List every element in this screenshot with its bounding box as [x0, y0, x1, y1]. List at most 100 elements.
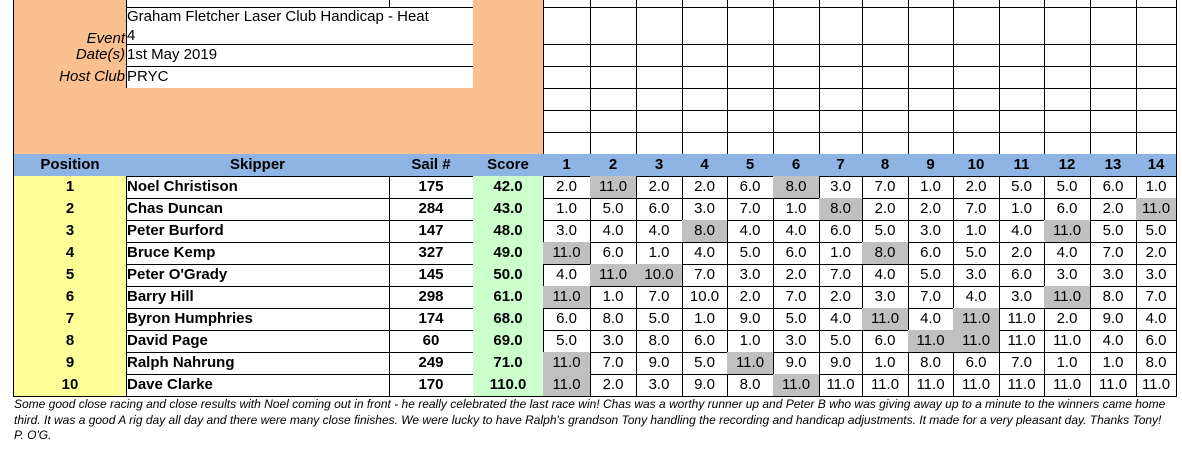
blank-sail	[389, 88, 474, 111]
blank-race	[953, 110, 1000, 133]
race-result-discarded: 11.0	[1044, 220, 1091, 243]
blank-race	[636, 132, 683, 155]
race-result: 11.0	[1044, 330, 1091, 353]
row-score: 50.0	[473, 264, 544, 287]
race-result: 9.0	[819, 352, 863, 375]
race-result: 3.0	[727, 264, 774, 287]
race-result: 5.0	[1090, 220, 1137, 243]
race-result: 7.0	[953, 198, 1000, 221]
race-result: 5.0	[908, 264, 954, 287]
event-label-text: Event	[86, 30, 125, 45]
race-result: 3.0	[1136, 264, 1177, 287]
race-result: 11.0	[953, 374, 1000, 397]
top-strip-race	[543, 0, 591, 8]
host-race-spacer	[999, 66, 1045, 89]
race-result: 5.0	[727, 242, 774, 265]
row-skipper: Dave Clarke	[126, 374, 390, 397]
blank-race	[543, 110, 591, 133]
race-result: 6.0	[999, 264, 1045, 287]
row-sail: 170	[389, 374, 474, 397]
top-strip-race	[727, 0, 774, 8]
col-header-score: Score	[473, 154, 544, 177]
blank-race	[1044, 132, 1091, 155]
host-race-spacer	[727, 66, 774, 89]
race-result-discarded: 11.0	[590, 176, 637, 199]
col-header-skipper: Skipper	[126, 154, 390, 177]
host-race-spacer	[1044, 66, 1091, 89]
race-result: 8.0	[908, 352, 954, 375]
race-result: 3.0	[1044, 264, 1091, 287]
race-result: 7.0	[773, 286, 820, 309]
race-result: 7.0	[819, 264, 863, 287]
blank-race	[1090, 132, 1137, 155]
blank-skipper	[126, 132, 390, 155]
event-race-spacer	[543, 7, 591, 45]
race-result-discarded: 11.0	[1044, 286, 1091, 309]
host-race-spacer	[543, 66, 591, 89]
race-result: 4.0	[862, 264, 909, 287]
dates-race-spacer	[1136, 44, 1177, 67]
blank-skipper	[126, 110, 390, 133]
race-result-discarded: 10.0	[636, 264, 683, 287]
blank-race	[727, 88, 774, 111]
race-result: 1.0	[908, 176, 954, 199]
race-result: 8.0	[1090, 286, 1137, 309]
dates-race-spacer	[727, 44, 774, 67]
event-race-spacer	[819, 7, 863, 45]
event-score-spacer	[473, 7, 544, 45]
race-result: 6.0	[1136, 330, 1177, 353]
blank-race	[636, 110, 683, 133]
event-value: Graham Fletcher Laser Club Handicap - He…	[126, 7, 474, 45]
race-result: 9.0	[682, 374, 728, 397]
race-result-discarded: 11.0	[590, 264, 637, 287]
dates-value: 1st May 2019	[126, 44, 474, 67]
dates-race-spacer	[1090, 44, 1137, 67]
race-result: 6.0	[908, 242, 954, 265]
col-header-race: 13	[1090, 154, 1137, 177]
race-result-discarded: 8.0	[862, 242, 909, 265]
blank-race	[953, 132, 1000, 155]
race-result: 4.0	[1090, 330, 1137, 353]
race-result: 4.0	[636, 220, 683, 243]
race-result: 7.0	[862, 176, 909, 199]
blank-race	[953, 88, 1000, 111]
race-result: 6.0	[636, 198, 683, 221]
race-result: 5.0	[636, 308, 683, 331]
dates-race-spacer	[682, 44, 728, 67]
race-result: 4.0	[543, 264, 591, 287]
race-result: 11.0	[819, 374, 863, 397]
race-result: 5.0	[953, 242, 1000, 265]
race-result: 3.0	[636, 374, 683, 397]
row-sail: 298	[389, 286, 474, 309]
dates-race-spacer	[953, 44, 1000, 67]
race-result: 1.0	[682, 308, 728, 331]
race-result: 4.0	[1044, 242, 1091, 265]
blank-label	[14, 88, 127, 111]
race-result: 9.0	[636, 352, 683, 375]
dates-race-spacer	[543, 44, 591, 67]
blank-race	[1136, 88, 1177, 111]
race-result: 1.0	[999, 198, 1045, 221]
race-result-discarded: 11.0	[773, 374, 820, 397]
host-value: PRYC	[126, 66, 474, 89]
blank-race	[999, 88, 1045, 111]
event-race-spacer	[999, 7, 1045, 45]
event-race-spacer	[1090, 7, 1137, 45]
race-result: 11.0	[1044, 374, 1091, 397]
col-header-race: 14	[1136, 154, 1177, 177]
race-result: 4.0	[1136, 308, 1177, 331]
row-position: 4	[14, 242, 127, 265]
blank-race	[590, 88, 637, 111]
blank-race	[908, 88, 954, 111]
race-result: 9.0	[727, 308, 774, 331]
race-result: 8.0	[1136, 352, 1177, 375]
blank-race	[819, 88, 863, 111]
race-result-discarded: 11.0	[543, 242, 591, 265]
race-result: 7.0	[1136, 286, 1177, 309]
race-result: 5.0	[682, 352, 728, 375]
blank-race	[636, 88, 683, 111]
race-result-discarded: 11.0	[862, 308, 909, 331]
event-label: Event	[14, 7, 127, 45]
dates-race-spacer	[590, 44, 637, 67]
top-strip-race	[908, 0, 954, 8]
